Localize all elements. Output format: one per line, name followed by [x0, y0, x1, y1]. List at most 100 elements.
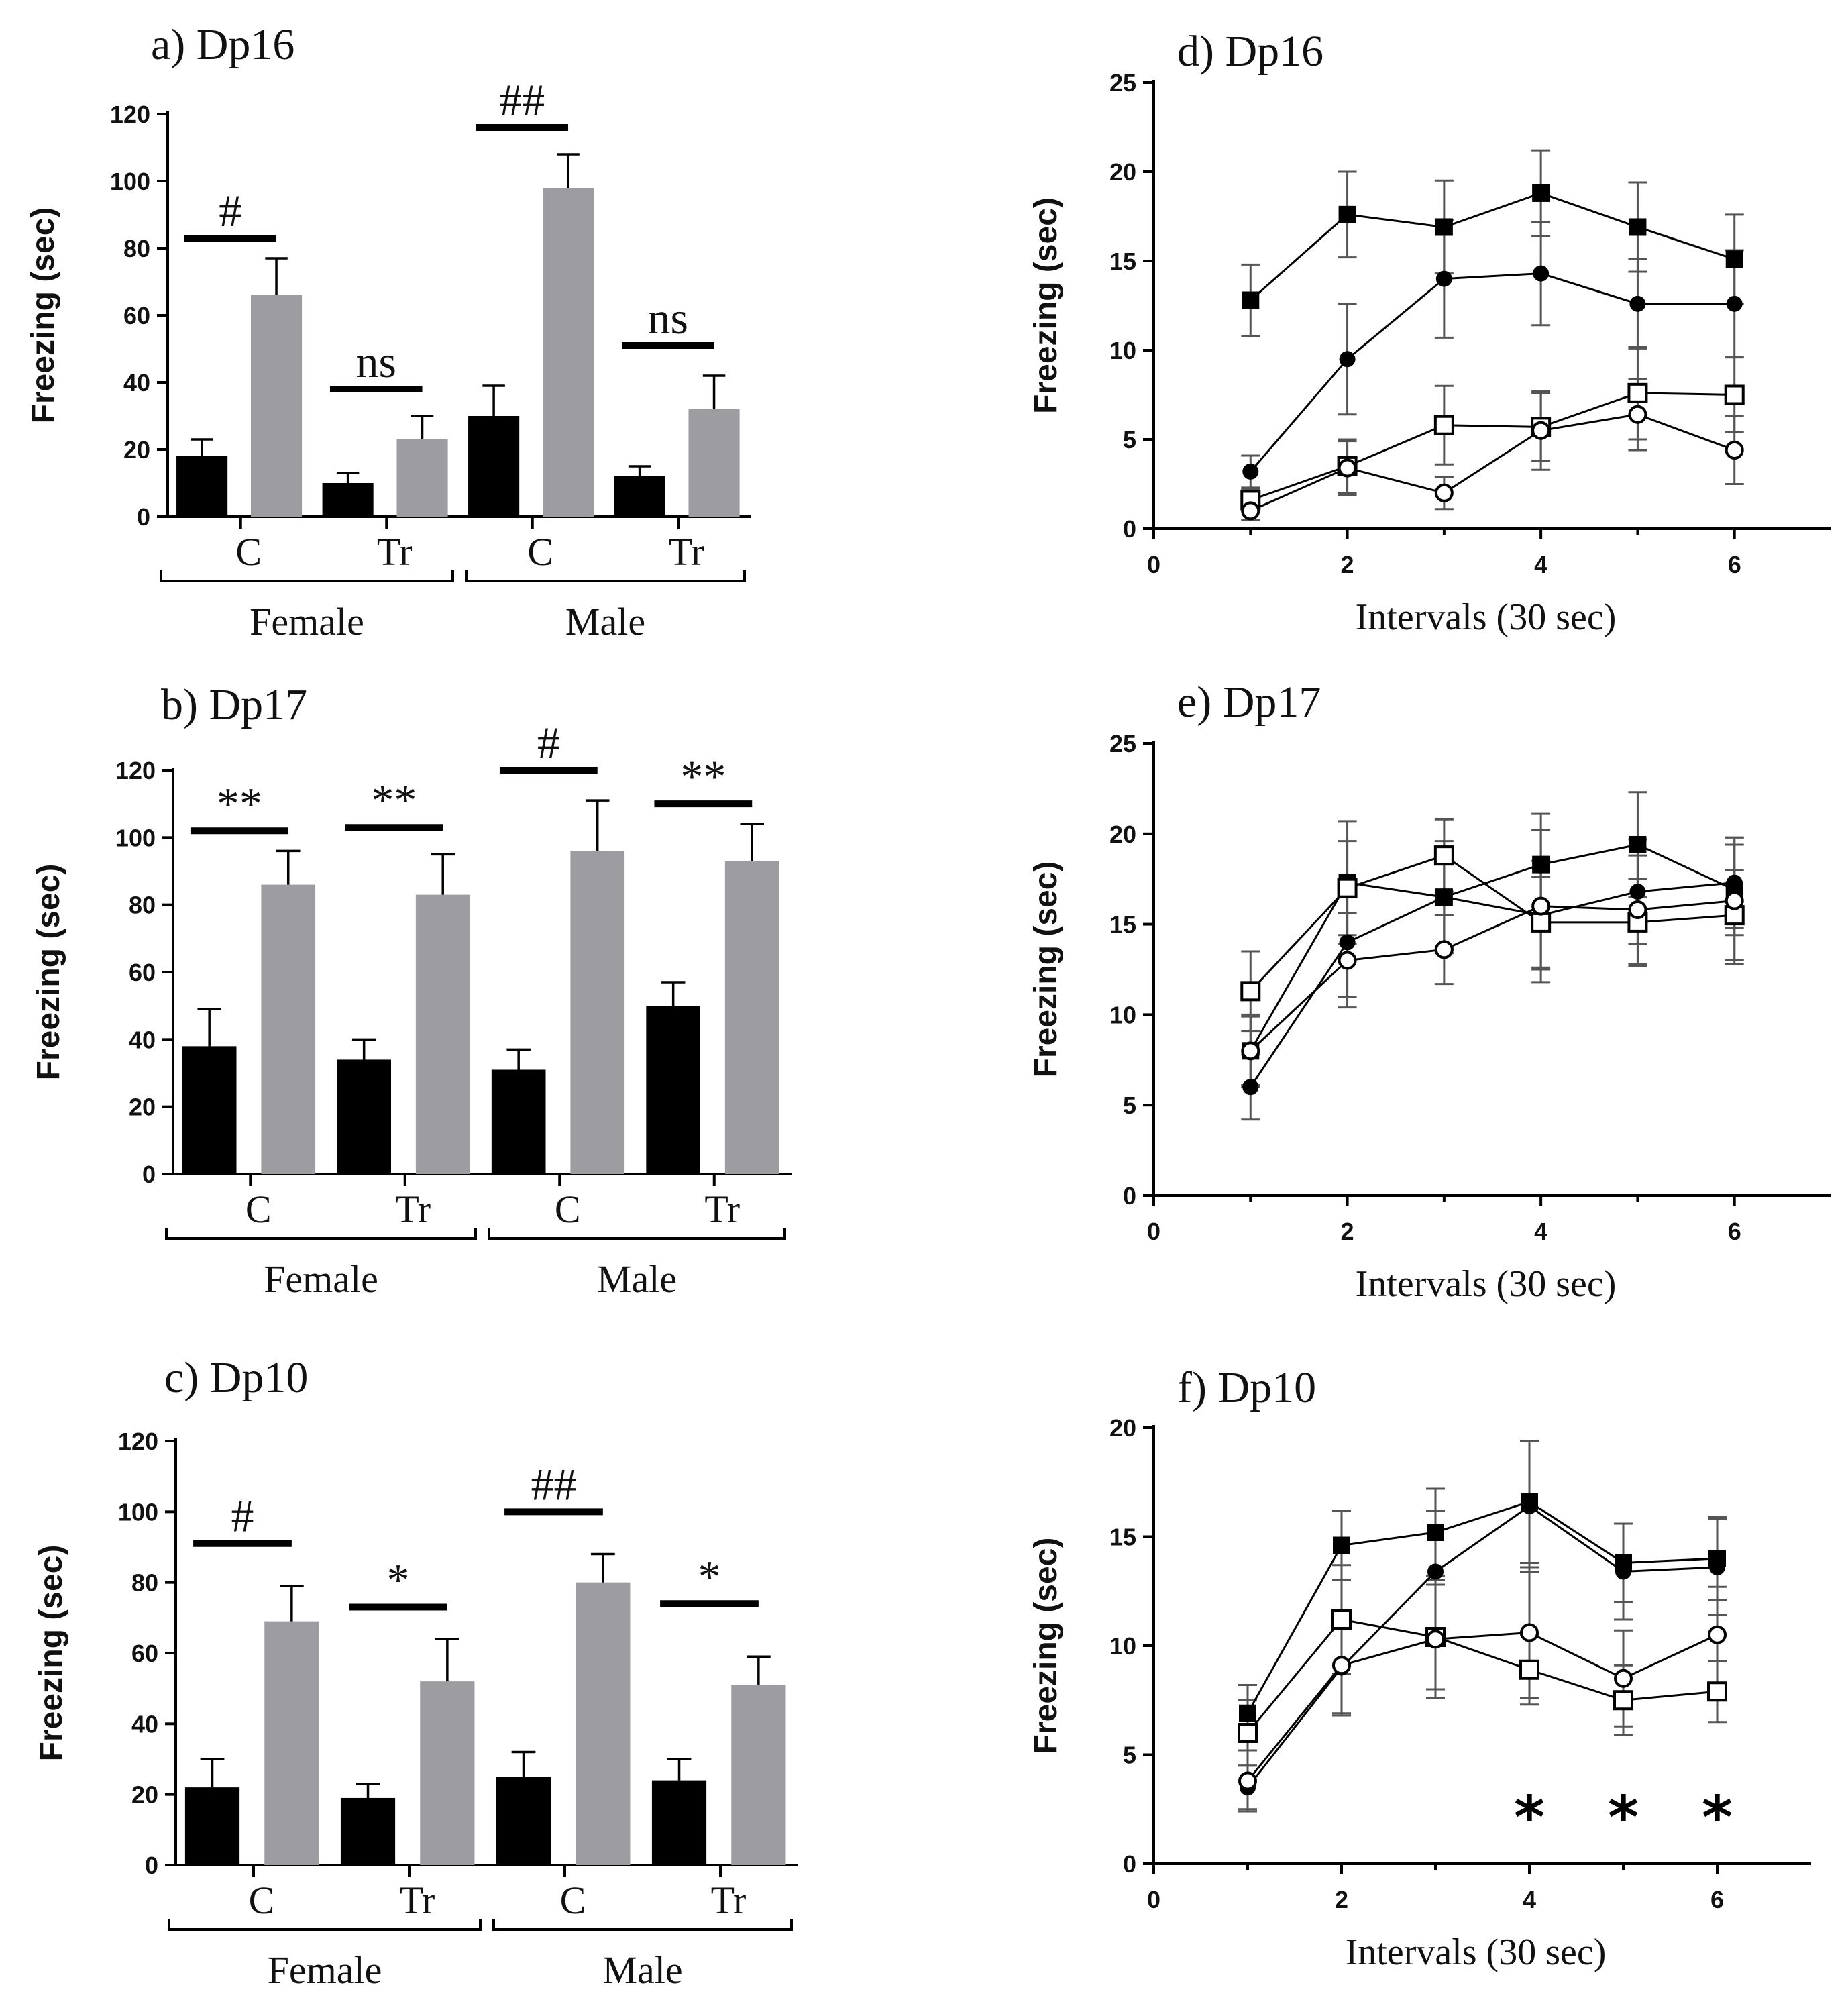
marker-open-square [1519, 1659, 1539, 1680]
marker-filled-circle [1435, 270, 1452, 287]
marker-filled-square [1242, 291, 1260, 309]
x-tick-label: 4 [1534, 1218, 1547, 1245]
marker-open-circle [1434, 940, 1454, 959]
marker-filled-square [1725, 250, 1743, 268]
marker-open-circle [1338, 458, 1357, 478]
y-axis-label: Freezing (sec) [34, 1545, 69, 1762]
significance-label: * [698, 1550, 720, 1601]
marker-filled-circle [1242, 463, 1259, 480]
bar-gray-c-0 [264, 1621, 319, 1865]
marker-filled-circle [1726, 295, 1743, 312]
y-tick-label: 60 [123, 302, 150, 329]
marker-open-square [1238, 1723, 1258, 1743]
series-line-open-square [1246, 1618, 1718, 1734]
significance-label: ** [371, 774, 417, 825]
y-tick-label: 80 [131, 1569, 158, 1597]
group-label: C [560, 1879, 586, 1922]
group-label: Tr [704, 1187, 740, 1231]
y-tick-label: 25 [1109, 69, 1136, 97]
bar-gray-c-2 [542, 188, 594, 517]
x-tick-label: 0 [1147, 1886, 1160, 1913]
x-tick-label: 6 [1710, 1886, 1724, 1913]
sex-bracket [160, 570, 454, 582]
marker-open-square [1240, 981, 1261, 1002]
y-tick-label: 60 [129, 959, 156, 986]
series-line-open-square [1250, 392, 1735, 501]
x-axis-label: Intervals (30 sec) [1356, 596, 1617, 638]
panel-title: c) Dp10 [164, 1353, 308, 1402]
marker-filled-circle [1615, 1563, 1631, 1580]
bar-black-tr-1 [340, 1797, 396, 1865]
y-tick-label: 0 [1123, 515, 1136, 543]
series-line-filled-square [1250, 192, 1735, 301]
x-axis-label: Intervals (30 sec) [1346, 1932, 1607, 1973]
bar-black-tr-3 [646, 1006, 701, 1174]
marker-filled-circle [1629, 295, 1646, 312]
y-tick-label: 10 [1109, 337, 1136, 364]
panel-a-bar-chart: a) Dp16 Freezing (sec) 0 20 40 60 80 100 120 C # Tr… [25, 20, 751, 643]
bar-gray-c-0 [250, 295, 303, 517]
group-label: Tr [400, 1879, 435, 1922]
panel-title: f) Dp10 [1177, 1363, 1316, 1412]
group-label: Tr [395, 1187, 431, 1231]
y-tick-label: 5 [1123, 1092, 1136, 1119]
marker-filled-circle [1242, 1079, 1259, 1096]
y-tick-label: 0 [145, 1852, 158, 1879]
significance-label: ns [648, 293, 688, 343]
significance-asterisk: * [1514, 1783, 1545, 1852]
y-tick-label: 15 [1109, 1524, 1136, 1551]
panel-f-line-chart: f) Dp10 Freezing (sec) Intervals (30 sec) 0… [1028, 1363, 1811, 1973]
marker-open-square [1331, 1609, 1352, 1630]
marker-filled-square [1427, 1524, 1444, 1541]
marker-filled-circle [1709, 1559, 1725, 1575]
sex-bracket [492, 1919, 793, 1931]
marker-filled-circle [1339, 934, 1356, 951]
significance-label: # [231, 1491, 254, 1542]
significance-label: ** [680, 751, 726, 802]
bar-black-c-0 [182, 1046, 237, 1174]
panel-d-line-chart: d) Dp16 Freezing (sec) Intervals (30 sec) 0… [1028, 27, 1831, 638]
significance-asterisk: * [1608, 1783, 1639, 1852]
y-axis-label: Freezing (sec) [1028, 1538, 1064, 1754]
y-tick-label: 20 [1109, 821, 1136, 848]
marker-open-circle [1241, 1041, 1260, 1061]
marker-filled-square [1532, 855, 1550, 874]
y-tick-label: 25 [1109, 730, 1136, 757]
bar-black-c-0 [184, 1787, 240, 1865]
marker-filled-square [1629, 835, 1647, 853]
sex-label: Male [597, 1257, 677, 1301]
y-tick-label: 5 [1123, 426, 1136, 454]
y-axis-label: Freezing (sec) [25, 207, 61, 424]
y-tick-label: 20 [123, 436, 150, 464]
sex-bracket [465, 570, 746, 582]
y-tick-label: 40 [131, 1710, 158, 1738]
y-tick-label: 100 [115, 824, 156, 851]
marker-open-circle [1531, 421, 1551, 440]
significance-label: ## [499, 74, 545, 125]
panel-title: e) Dp17 [1177, 678, 1321, 727]
series-line-filled-circle [1250, 272, 1735, 472]
series-line-filled-circle [1246, 1505, 1718, 1789]
y-tick-label: 10 [1109, 1001, 1136, 1028]
sex-label: Male [565, 600, 645, 643]
series-line-open-square [1250, 854, 1735, 992]
bar-black-c-2 [468, 416, 520, 517]
marker-open-square [1433, 415, 1454, 435]
y-tick-label: 80 [129, 892, 156, 919]
bar-gray-tr-3 [731, 1685, 786, 1865]
bar-black-c-0 [176, 456, 228, 517]
marker-filled-circle [1629, 884, 1646, 900]
marker-open-circle [1426, 1630, 1445, 1649]
group-label: Tr [669, 530, 704, 574]
marker-open-circle [1628, 405, 1647, 424]
panel-e-line-chart: e) Dp17 Freezing (sec) Intervals (30 sec) 0… [1028, 678, 1831, 1305]
y-tick-label: 120 [118, 1428, 158, 1455]
bar-gray-tr-1 [396, 439, 448, 517]
marker-filled-circle [1427, 1563, 1444, 1580]
y-tick-label: 5 [1123, 1742, 1136, 1769]
marker-open-square [1707, 1681, 1727, 1702]
bar-gray-c-2 [570, 851, 625, 1174]
y-axis-label: Freezing (sec) [1028, 197, 1064, 414]
group-label: C [249, 1879, 275, 1922]
